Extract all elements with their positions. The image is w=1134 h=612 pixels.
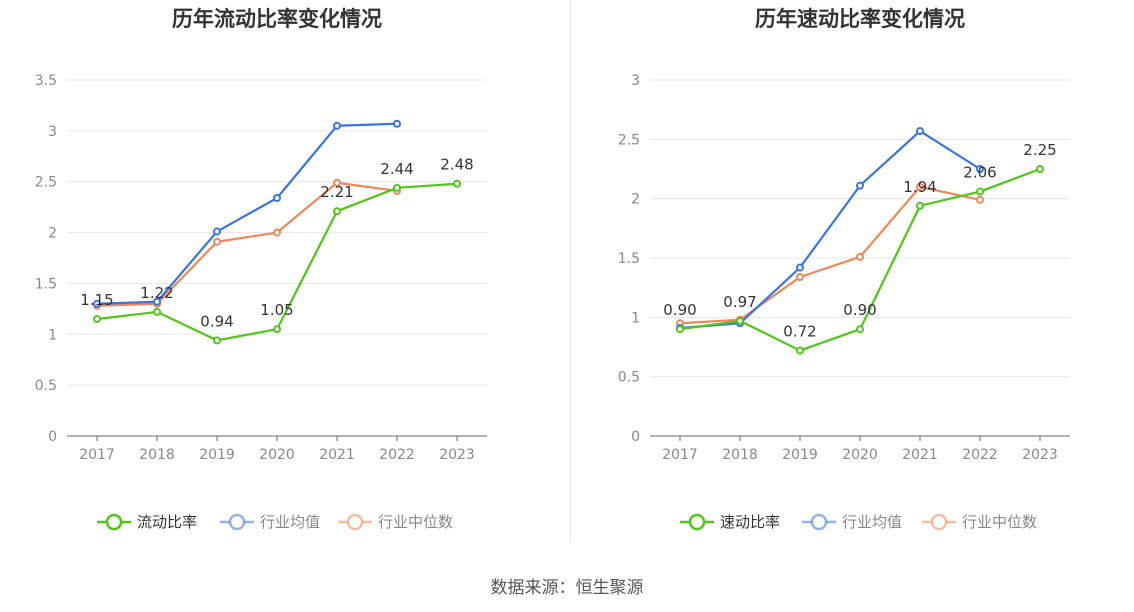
data-point [93,315,101,324]
legend-label: 流动比率 [137,513,197,531]
data-point [856,181,864,190]
x-tick-label: 2023 [439,447,475,463]
data-label: 1.22 [140,284,173,302]
y-tick-label: 0.5 [35,378,57,394]
y-tick-label: 0 [48,429,57,445]
legend-marker [810,513,828,531]
data-label: 1.05 [260,301,293,319]
x-tick-label: 2022 [962,447,998,463]
y-tick-label: 1.5 [35,276,57,292]
legend-marker [105,513,123,531]
data-label: 2.21 [320,183,353,201]
data-point [153,307,161,316]
legend-marker [930,513,948,531]
chart-title: 历年流动比率变化情况 [172,7,382,31]
data-source-note: 数据来源：恒生聚源 [490,578,644,598]
data-point [856,325,864,334]
data-label: 0.94 [200,312,233,330]
legend-marker [688,513,706,531]
x-tick-label: 2021 [319,447,355,463]
x-tick-label: 2018 [139,447,175,463]
data-label: 1.15 [80,291,113,309]
legend-marker [228,513,246,531]
chart-divider [570,0,571,542]
data-point [916,127,924,136]
data-point [796,346,804,355]
legend-label: 行业均值 [260,513,320,531]
data-point [393,119,401,128]
y-tick-label: 1 [48,327,57,343]
data-label: 2.44 [380,160,413,178]
legend-label: 行业中位数 [378,513,453,531]
data-point [213,237,221,246]
y-tick-label: 2.5 [618,132,640,148]
data-point [976,195,984,204]
y-tick-label: 1.5 [618,251,640,267]
x-tick-label: 2022 [379,447,415,463]
data-point [1036,165,1044,173]
legend-label: 行业均值 [842,513,902,531]
y-tick-label: 0 [631,429,640,445]
data-label: 2.25 [1023,141,1056,159]
data-label: 2.48 [440,156,473,174]
data-point [273,193,281,202]
x-tick-label: 2020 [842,447,878,463]
x-tick-label: 2017 [79,447,115,463]
y-tick-label: 1 [631,310,640,326]
data-point [976,187,984,196]
legend-label: 速动比率 [720,513,780,531]
data-point [333,121,341,130]
data-label: 2.06 [963,164,996,182]
data-label: 0.90 [663,301,696,319]
data-point [273,325,281,334]
series-line-industry-average [96,122,398,305]
y-tick-label: 0.5 [618,370,640,386]
data-point [273,228,281,237]
series-line-industry-median [96,181,398,307]
x-tick-label: 2018 [722,447,758,463]
chart-title: 历年速动比率变化情况 [755,7,965,31]
data-point [453,179,461,188]
data-point [676,325,684,334]
series-line-industry-average [679,129,981,330]
data-point [213,227,221,236]
y-tick-label: 2 [48,226,57,242]
legend-marker [346,513,364,531]
data-label: 0.97 [723,293,756,311]
data-point [736,316,744,325]
data-label: 1.94 [903,178,936,196]
legend-label: 行业中位数 [962,513,1037,531]
data-point [976,165,984,173]
x-tick-label: 2019 [199,447,235,463]
series-line-industry-median [679,185,981,325]
data-point [393,183,401,192]
y-tick-label: 3.5 [35,73,57,89]
data-point [153,297,161,306]
data-label: 0.90 [843,301,876,319]
data-point [333,178,341,187]
data-point [93,299,101,308]
y-tick-label: 2 [631,192,640,208]
data-point [796,272,804,281]
x-tick-label: 2021 [902,447,938,463]
data-point [796,263,804,272]
x-tick-label: 2020 [259,447,295,463]
y-tick-label: 2.5 [35,175,57,191]
data-point [333,207,341,216]
data-label: 0.72 [783,323,816,341]
data-point [916,201,924,210]
data-point [916,182,924,191]
x-tick-label: 2023 [1022,447,1058,463]
data-point [213,336,221,345]
y-tick-label: 3 [631,73,640,89]
x-tick-label: 2017 [662,447,698,463]
y-tick-label: 3 [48,124,57,140]
x-tick-label: 2019 [782,447,818,463]
data-point [856,252,864,261]
